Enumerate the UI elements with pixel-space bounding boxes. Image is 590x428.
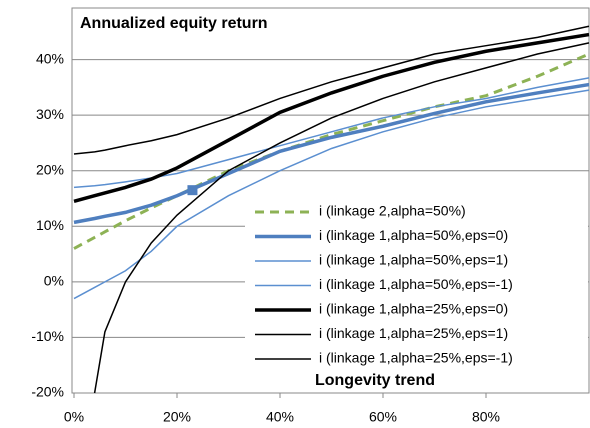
chart-title: Annualized equity return: [80, 15, 268, 32]
marker: [187, 185, 198, 196]
y-tick-label: 30%: [36, 106, 64, 122]
series-line: [73, 25, 590, 155]
legend-label: i (linkage 1,alpha=50%,eps=-1): [319, 276, 513, 292]
legend-label: i (linkage 1,alpha=25%,eps=1): [319, 325, 508, 341]
x-tick-label: 60%: [369, 409, 397, 425]
series-line: [73, 89, 590, 300]
y-tick-label: 40%: [36, 50, 64, 66]
legend-label: i (linkage 2,alpha=50%): [319, 203, 466, 219]
series-line: [73, 32, 590, 203]
x-tick-label: 80%: [472, 409, 500, 425]
y-tick-label: 20%: [36, 161, 64, 177]
y-tick-label: 10%: [36, 217, 64, 233]
series-line: [73, 77, 590, 189]
x-tick-label: 20%: [163, 409, 191, 425]
series-line: [73, 82, 590, 225]
x-tick-label: 0%: [64, 409, 84, 425]
x-axis-label: Longevity trend: [315, 372, 435, 389]
y-tick-label: 0%: [44, 273, 64, 289]
x-tick-label: 40%: [266, 409, 294, 425]
y-tick-label: -20%: [31, 384, 64, 400]
y-tick-label: -10%: [31, 328, 64, 344]
legend-label: i (linkage 1,alpha=50%,eps=1): [319, 252, 508, 268]
legend-label: i (linkage 1,alpha=25%,eps=0): [319, 301, 508, 317]
legend-label: i (linkage 1,alpha=25%,eps=-1): [319, 350, 513, 366]
series-line: [93, 42, 590, 394]
legend-label: i (linkage 1,alpha=50%,eps=0): [319, 227, 508, 243]
